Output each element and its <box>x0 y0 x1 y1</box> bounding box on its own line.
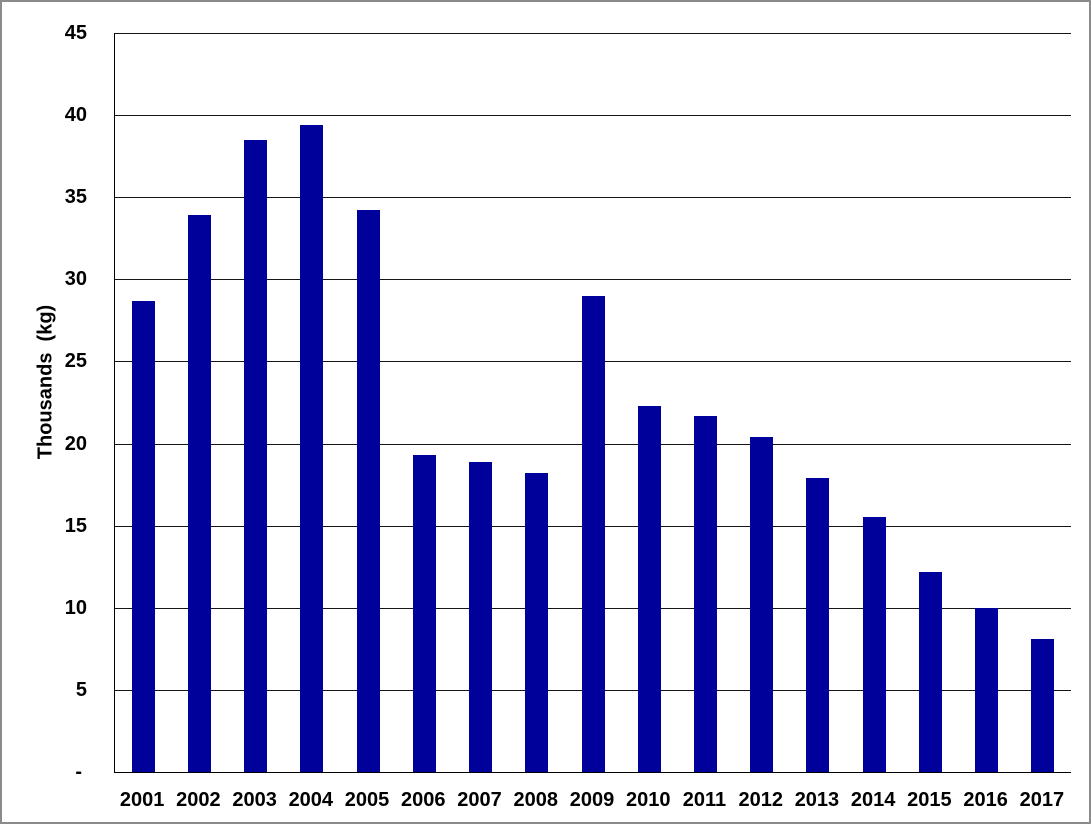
gridline-y-30 <box>115 279 1071 281</box>
x-tick-label-2007: 2007 <box>457 789 502 811</box>
y-tick-label-20: 20 <box>64 432 87 455</box>
bar-2011 <box>693 415 717 772</box>
x-tick-label-2011: 2011 <box>682 789 727 811</box>
gridline-y-45 <box>115 33 1071 34</box>
x-tick-label-2017: 2017 <box>1019 789 1065 811</box>
gridline-y-35 <box>115 197 1071 199</box>
bar-2014 <box>862 517 886 772</box>
bar-2012 <box>750 437 774 772</box>
bar-2002 <box>187 215 211 772</box>
x-tick-label-2001: 2001 <box>119 789 165 811</box>
y-tick-label-5: 5 <box>75 678 87 701</box>
x-tick-label-2004: 2004 <box>288 789 334 811</box>
bar-2007 <box>469 461 493 772</box>
y-tick-label-30: 30 <box>64 268 87 291</box>
gridline-y-40 <box>115 115 1071 117</box>
x-tick-label-2012: 2012 <box>738 789 783 811</box>
bar-2015 <box>918 571 942 772</box>
x-tick-label-2013: 2013 <box>794 789 840 811</box>
x-tick-label-2009: 2009 <box>569 789 615 811</box>
x-tick-label-2008: 2008 <box>513 789 559 811</box>
bar-2009 <box>581 295 605 772</box>
x-tick-label-2015: 2015 <box>907 789 952 811</box>
y-tick-label-40: 40 <box>64 104 87 127</box>
bar-2013 <box>806 478 830 772</box>
y-tick-label-25: 25 <box>64 350 87 373</box>
x-tick-label-2002: 2002 <box>176 789 221 811</box>
y-tick-label-35: 35 <box>64 186 87 209</box>
bar-2017 <box>1031 638 1055 772</box>
x-tick-label-2003: 2003 <box>232 789 277 811</box>
bar-2003 <box>244 139 268 772</box>
y-tick-label-0: - <box>75 761 82 783</box>
bar-2004 <box>300 124 324 772</box>
bar-2016 <box>975 607 999 772</box>
plot-area <box>114 33 1071 773</box>
x-tick-label-2005: 2005 <box>344 789 390 811</box>
x-tick-label-2014: 2014 <box>850 789 896 811</box>
bar-2005 <box>356 210 380 772</box>
bar-2001 <box>131 300 155 772</box>
x-tick-label-2006: 2006 <box>401 789 446 811</box>
bar-2006 <box>412 455 436 772</box>
bar-2010 <box>637 405 661 772</box>
bar-2008 <box>525 473 549 772</box>
y-tick-label-15: 15 <box>64 514 87 537</box>
x-tick-label-2010: 2010 <box>625 789 671 811</box>
x-tick-label-2016: 2016 <box>963 789 1008 811</box>
y-tick-label-45: 45 <box>64 22 87 44</box>
y-tick-label-10: 10 <box>64 596 87 619</box>
